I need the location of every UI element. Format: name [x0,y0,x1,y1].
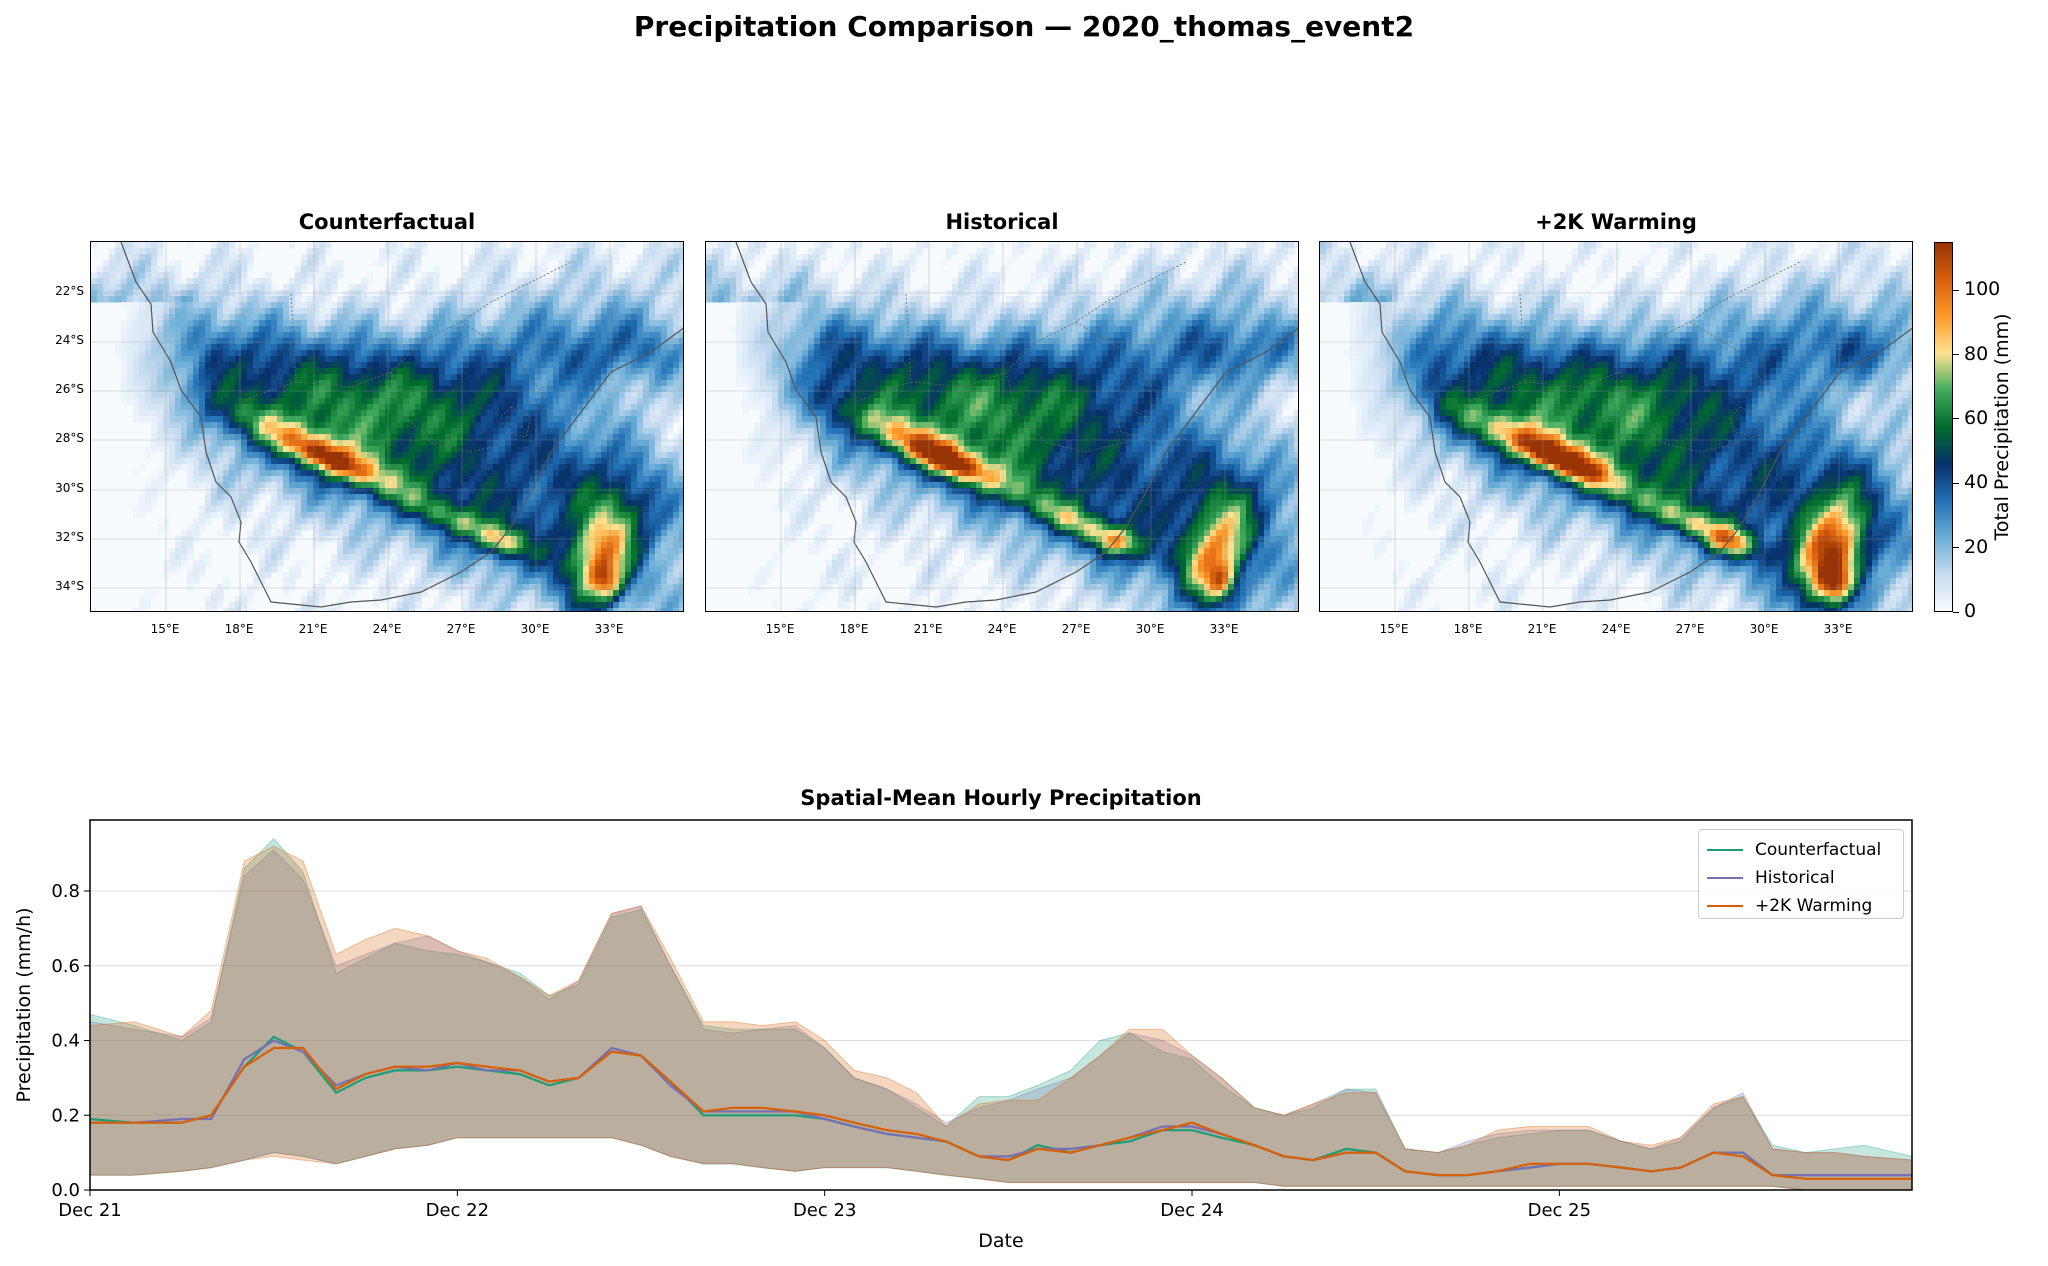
colorbar-tick-mark [1953,418,1959,420]
x-tick-label: Dec 22 [426,1200,489,1221]
figure-title: Precipitation Comparison — 2020_thomas_e… [633,10,1415,43]
lon-tick-label: 18°E [1453,622,1483,636]
chart-legend: Counterfactual Historical +2K Warming [1698,829,1904,919]
y-tick-label: 0.8 [51,881,80,902]
lon-tick-label: 27°E [1675,622,1705,636]
range-band-2 [89,845,1913,1191]
colorbar-tick-mark [1953,289,1959,291]
x-tick-label: Dec 23 [793,1200,856,1221]
lat-tick-label: 22°S [55,284,84,298]
lat-tick-label: 26°S [55,382,84,396]
legend-swatch [1707,905,1743,907]
precip-field [91,242,683,611]
map-panel-historical [705,241,1299,612]
legend-label: Counterfactual [1755,840,1882,860]
map-title-plus2k: +2K Warming [1535,210,1697,234]
colorbar-tick-mark [1953,547,1959,549]
map-panel-counterfactual [90,241,684,612]
y-tick-label: 0.4 [51,1031,80,1052]
colorbar-tick-label: 80 [1964,342,1989,365]
lon-tick-label: 15°E [1379,622,1409,636]
y-tick-label: 0.2 [51,1105,80,1126]
legend-item-historical: Historical [1707,864,1895,892]
precip-field [1320,242,1912,611]
lon-tick-label: 30°E [520,622,550,636]
plot-frame [89,819,1913,1191]
legend-swatch [1707,849,1743,851]
lon-tick-label: 24°E [987,622,1017,636]
precip-field [706,242,1298,611]
lon-tick-label: 18°E [224,622,254,636]
lon-tick-label: 15°E [150,622,180,636]
y-tick-label: 0.0 [51,1180,80,1201]
lon-tick-label: 21°E [298,622,328,636]
colorbar-tick-label: 60 [1964,406,1989,429]
lat-tick-label: 28°S [55,431,84,445]
lat-tick-label: 32°S [55,530,84,544]
series-line-2 [90,1046,1912,1180]
map-title-counterfactual: Counterfactual [298,210,476,234]
x-tick-label: Dec 24 [1160,1200,1223,1221]
lon-tick-label: 24°E [372,622,402,636]
colorbar [1934,242,1953,612]
colorbar-tick-mark [1953,482,1959,484]
colorbar-tick-mark [1953,354,1959,356]
lon-tick-label: 33°E [1823,622,1853,636]
x-tick-label: Dec 21 [58,1200,121,1221]
lon-tick-label: 33°E [594,622,624,636]
x-tick-label: Dec 25 [1528,1200,1591,1221]
map-panel-plus2k [1319,241,1913,612]
lat-tick-label: 24°S [55,333,84,347]
lon-tick-label: 30°E [1135,622,1165,636]
lat-tick-label: 30°S [55,481,84,495]
legend-label: +2K Warming [1755,896,1873,916]
lat-tick-label: 34°S [55,579,84,593]
timeseries-title: Spatial-Mean Hourly Precipitation [800,786,1202,810]
legend-label: Historical [1755,868,1835,888]
lon-tick-label: 21°E [913,622,943,636]
legend-item-counterfactual: Counterfactual [1707,836,1895,864]
legend-swatch [1707,877,1743,879]
colorbar-tick-label: 100 [1964,278,2001,301]
x-axis-label: Date [978,1230,1023,1252]
colorbar-tick-label: 40 [1964,471,1989,494]
lon-tick-label: 33°E [1209,622,1239,636]
lon-tick-label: 18°E [839,622,869,636]
lon-tick-label: 27°E [1061,622,1091,636]
colorbar-tick-label: 0 [1964,600,1977,622]
map-title-historical: Historical [945,210,1059,234]
legend-item-plus2k: +2K Warming [1707,892,1895,920]
colorbar-tick-label: 20 [1964,535,1989,558]
lon-tick-label: 24°E [1601,622,1631,636]
lon-tick-label: 27°E [446,622,476,636]
y-axis-label: Precipitation (mm/h) [13,907,35,1102]
colorbar-tick-mark [1953,611,1959,613]
lon-tick-label: 30°E [1749,622,1779,636]
lon-tick-label: 15°E [765,622,795,636]
lon-tick-label: 21°E [1527,622,1557,636]
y-tick-label: 0.6 [51,956,80,977]
